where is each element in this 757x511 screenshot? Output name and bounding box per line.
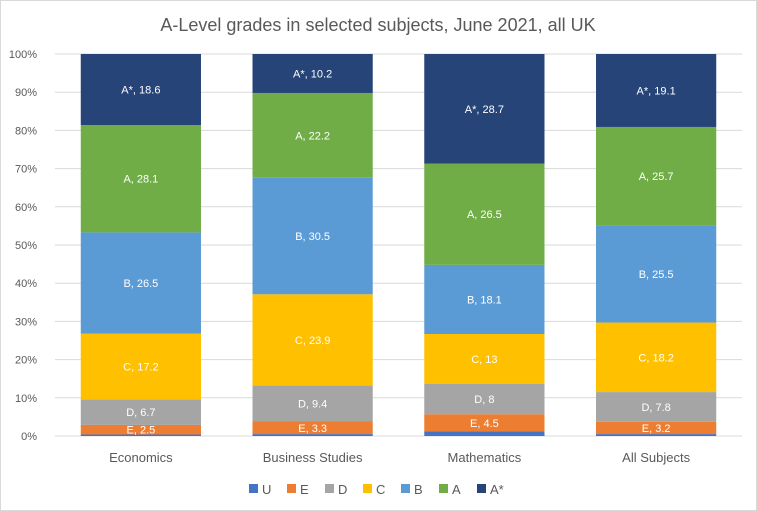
bar-segment-d: [596, 392, 717, 422]
bar-segment-e: [596, 421, 717, 435]
legend-swatch: [477, 484, 486, 493]
data-label: A*, 19.1: [637, 85, 676, 97]
bar-segment-astar: [596, 54, 717, 127]
legend-label: U: [262, 482, 271, 497]
data-label: B, 26.5: [123, 278, 158, 290]
y-tick-label: 40%: [15, 278, 37, 290]
legend-label: A: [452, 482, 461, 497]
data-label: A, 22.2: [295, 130, 330, 142]
legend-item: D: [325, 482, 347, 497]
legend-label: D: [338, 482, 347, 497]
data-label: C, 23.9: [295, 335, 330, 347]
data-label: A*, 28.7: [465, 104, 504, 116]
bar-segment-b: [424, 264, 545, 335]
y-tick-label: 10%: [15, 393, 37, 405]
legend-label: A*: [490, 482, 504, 497]
bar-segment-a: [252, 92, 373, 178]
legend-item: A*: [477, 482, 504, 497]
x-tick-label: Economics: [109, 450, 173, 465]
legend-label: C: [376, 482, 385, 497]
data-label: E, 3.2: [642, 423, 671, 435]
bar-segment-d: [80, 399, 201, 425]
y-tick-label: 50%: [15, 240, 37, 252]
legend-label: E: [300, 482, 309, 497]
bar-segment-u: [80, 434, 201, 436]
bar-segment-d: [252, 385, 373, 422]
y-tick-label: 30%: [15, 316, 37, 328]
bar-segment-astar: [80, 54, 201, 126]
bar-segment-b: [252, 177, 373, 295]
legend: U E D C B A A*: [249, 482, 504, 497]
bar-segment-c: [596, 322, 717, 393]
y-tick-label: 70%: [15, 164, 37, 176]
data-label: A*, 18.6: [121, 85, 160, 97]
x-tick-label: All Subjects: [622, 450, 690, 465]
data-label: E, 4.5: [470, 418, 499, 430]
bar-segment-e: [80, 424, 201, 435]
y-tick-label: 60%: [15, 202, 37, 214]
data-label: B, 25.5: [639, 269, 674, 281]
bar-stack: E, 4.5 D, 8 C, 13 B, 18.1 A, 26.5 A*, 28.7: [424, 54, 545, 436]
data-label: B, 30.5: [295, 231, 330, 243]
y-tick-label: 90%: [15, 87, 37, 99]
data-label: A, 28.1: [123, 174, 158, 186]
bar-segment-a: [80, 125, 201, 233]
bar-stack: E, 2.5 D, 6.7 C, 17.2 B, 26.5 A, 28.1 A*, 18.…: [80, 54, 201, 437]
y-tick-label: 20%: [15, 355, 37, 367]
data-label: C, 17.2: [123, 361, 158, 373]
bar-segment-u: [424, 431, 545, 436]
data-label: D, 7.8: [641, 402, 670, 414]
legend-swatch: [287, 484, 296, 493]
y-tick-label: 80%: [15, 125, 37, 137]
chart-title: A-Level grades in selected subjects, Jun…: [160, 15, 595, 35]
bar-segment-u: [252, 434, 373, 436]
legend-item: U: [249, 482, 271, 497]
bar-stack: E, 3.3 D, 9.4 C, 23.9 B, 30.5 A, 22.2 A*, 10.…: [252, 54, 373, 436]
bars: E, 2.5 D, 6.7 C, 17.2 B, 26.5 A, 28.1 A*, 18.…: [80, 54, 717, 437]
bar-segment-b: [80, 232, 201, 334]
data-label: C, 18.2: [638, 352, 673, 364]
bar-segment-a: [596, 126, 717, 226]
legend-swatch: [363, 484, 372, 493]
bar-segment-astar: [424, 54, 545, 164]
data-label: D, 8: [474, 394, 494, 406]
bar-segment-d: [424, 383, 545, 415]
legend-item: A: [439, 482, 461, 497]
legend-swatch: [325, 484, 334, 493]
data-label: E, 2.5: [127, 425, 156, 437]
bar-segment-u: [596, 434, 717, 436]
legend-label: B: [414, 482, 423, 497]
bar-stack: E, 3.2 D, 7.8 C, 18.2 B, 25.5 A, 25.7 A*, 19.…: [596, 54, 717, 436]
bar-segment-c: [252, 294, 373, 386]
legend-item: B: [401, 482, 423, 497]
bar-segment-a: [424, 163, 545, 265]
legend-swatch: [401, 484, 410, 493]
legend-item: C: [363, 482, 385, 497]
legend-swatch: [249, 484, 258, 493]
bar-segment-e: [252, 421, 373, 435]
legend-item: E: [287, 482, 309, 497]
bar-segment-c: [424, 334, 545, 384]
data-label: A, 26.5: [467, 209, 502, 221]
y-axis: 0% 10% 20% 30% 40% 50% 60% 70% 80% 90% 100%: [9, 49, 37, 443]
x-tick-label: Mathematics: [448, 450, 522, 465]
bar-segment-astar: [252, 54, 373, 93]
data-label: C, 13: [471, 354, 497, 366]
data-label: A*, 10.2: [293, 68, 332, 80]
data-label: D, 6.7: [126, 407, 155, 419]
bar-segment-c: [80, 333, 201, 400]
data-label: B, 18.1: [467, 294, 502, 306]
data-label: A, 25.7: [639, 171, 674, 183]
bar-segment-e: [424, 414, 545, 432]
y-tick-label: 0%: [21, 431, 37, 443]
x-axis: Economics Business Studies Mathematics All …: [109, 450, 690, 465]
bar-segment-b: [596, 225, 717, 323]
data-label: D, 9.4: [298, 399, 327, 411]
x-tick-label: Business Studies: [263, 450, 363, 465]
y-tick-label: 100%: [9, 49, 37, 61]
data-label: E, 3.3: [298, 423, 327, 435]
legend-swatch: [439, 484, 448, 493]
